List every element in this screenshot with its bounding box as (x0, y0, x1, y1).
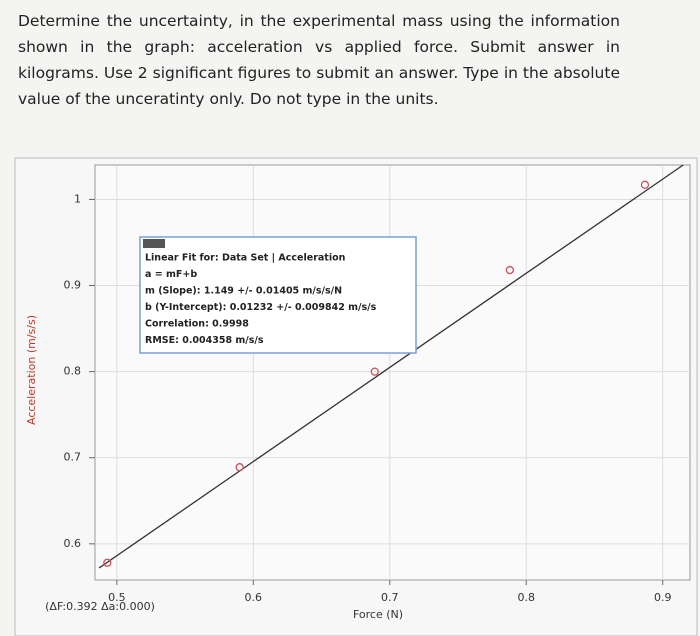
fit-box-frame (139, 236, 417, 354)
fit-box-icon (143, 239, 165, 248)
y-tick-label: 1 (74, 192, 81, 205)
y-tick-label: 0.9 (64, 279, 82, 292)
fit-box-line: Correlation: 0.9998 (145, 319, 249, 330)
x-tick-label: 0.9 (654, 591, 672, 604)
data-point (103, 558, 112, 567)
fit-box-line: a = mF+b (145, 269, 197, 280)
fit-box-line: RMSE: 0.004358 m/s/s (145, 335, 264, 346)
plot-area (94, 164, 691, 581)
fit-line (98, 164, 684, 569)
x-tick-label: 0.7 (381, 591, 399, 604)
readout: (ΔF:0.392 Δa:0.000) (45, 600, 155, 613)
x-tick-label: 0.8 (517, 591, 535, 604)
x-tick-label: 0.6 (245, 591, 263, 604)
data-point (640, 180, 650, 189)
fit-box-line: Linear Fit for: Data Set | Acceleration (145, 253, 346, 264)
fit-box-line: m (Slope): 1.149 +/- 0.01405 m/s/s/N (145, 286, 342, 297)
data-point (505, 265, 515, 275)
y-tick-label: 0.7 (64, 451, 82, 464)
y-tick-label: 0.6 (64, 537, 82, 550)
x-axis-label: Force (N) (353, 608, 403, 621)
data-point (370, 367, 379, 376)
y-tick-label: 0.8 (64, 365, 82, 378)
fit-box: Linear Fit for: Data Set | Acceleration a… (139, 236, 417, 354)
fit-box-line: b (Y-Intercept): 0.01232 +/- 0.009842 m/… (145, 302, 377, 313)
y-axis-label: Acceleration (m/s/s) (25, 315, 38, 425)
question: Determine the uncertainty, in the experi… (18, 12, 620, 108)
data-point (235, 463, 244, 472)
x-tick-label: 0.5 (108, 591, 126, 604)
